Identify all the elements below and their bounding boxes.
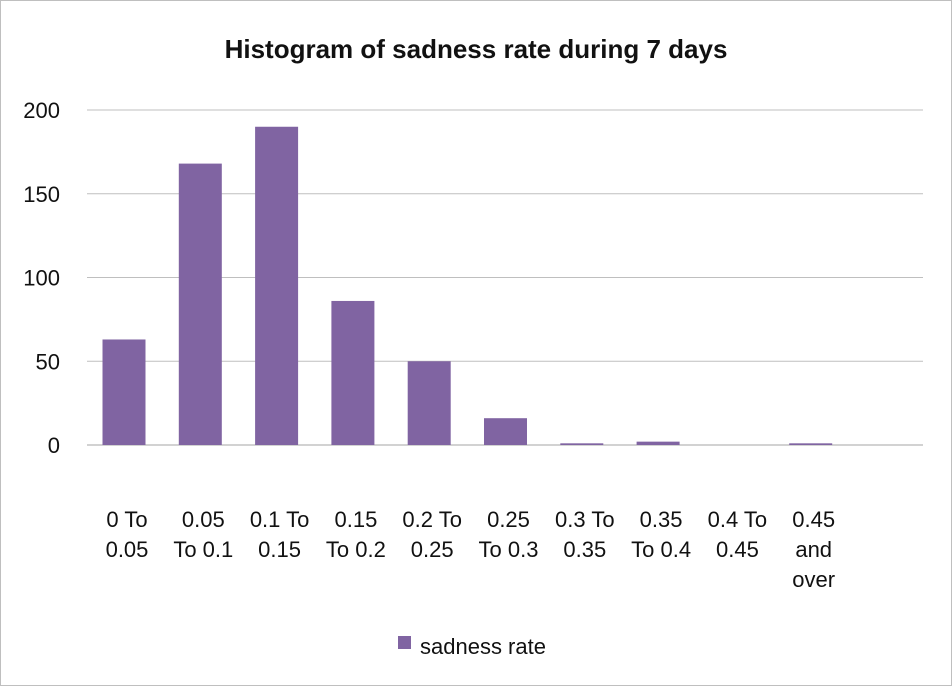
x-category-label: 0.35 To 0.4 [631,507,691,562]
x-category-label-line: To 0.3 [479,537,539,562]
bar [789,443,833,445]
legend: sadness rate [398,634,546,659]
x-category-label-line: 0.4 To [708,507,768,532]
x-category-label-line: 0.05 [182,507,225,532]
x-category-label-line: 0.3 To [555,507,615,532]
x-category-label: 0.05 To 0.1 [173,507,233,562]
bar [484,418,527,445]
x-category-label-line: 0.15 [334,507,377,532]
x-category-label-line: over [792,567,835,592]
y-tick-label: 0 [48,433,60,458]
y-tick-label: 200 [23,98,60,123]
y-tick-label: 150 [23,182,60,207]
x-category-label-line: To 0.2 [326,537,386,562]
x-category-label: 0.25 To 0.3 [479,507,539,562]
bar [255,126,299,445]
x-category-label-line: 0.25 [487,507,530,532]
x-category-label-line: and [795,537,832,562]
x-category-label: 0.15 To 0.2 [326,507,386,562]
bar [178,163,222,445]
legend-label: sadness rate [420,634,546,659]
x-category-label-line: To 0.1 [173,537,233,562]
bar [407,361,451,445]
y-tick-label: 100 [23,266,60,291]
x-category-label-line: 0.1 To [250,507,310,532]
x-category-label: 0.4 To 0.45 [708,507,768,562]
y-tick-label: 50 [36,349,60,374]
x-category-label: 0.45 and over [792,507,835,592]
x-category-label: 0.3 To 0.35 [555,507,615,562]
x-category-label-line: 0.35 [640,507,683,532]
x-category-label-line: 0.35 [563,537,606,562]
bar [560,443,604,445]
x-category-label-line: 0.45 [792,507,835,532]
x-category-label-line: 0 To [106,507,147,532]
x-category-label-line: 0.15 [258,537,301,562]
x-category-label-line: 0.25 [411,537,454,562]
x-category-label: 0.2 To 0.25 [402,507,462,562]
chart-title: Histogram of sadness rate during 7 days [225,34,728,64]
bar [102,339,146,445]
bar [636,441,680,445]
bar [331,300,375,445]
x-category-label: 0.1 To 0.15 [250,507,310,562]
gridlines [87,109,923,446]
x-axis-labels: 0 To 0.050.05 To 0.10.1 To 0.150.15 To 0.20.… [106,507,836,592]
x-category-label-line: 0.45 [716,537,759,562]
x-category-label-line: 0.05 [106,537,149,562]
legend-swatch [398,636,411,649]
x-category-label-line: 0.2 To [402,507,462,532]
x-category-label: 0 To 0.05 [106,507,149,562]
x-category-label-line: To 0.4 [631,537,691,562]
y-axis-ticks: 0 50 100 150 200 [23,98,60,458]
bars [102,126,833,445]
